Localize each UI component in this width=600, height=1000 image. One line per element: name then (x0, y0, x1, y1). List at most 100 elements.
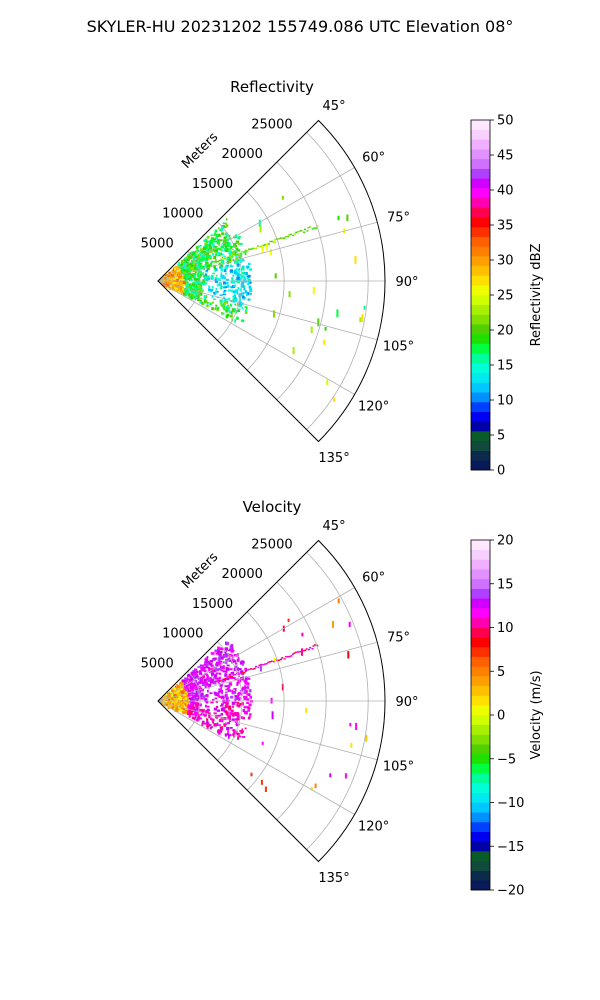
echo-gate (247, 716, 251, 720)
echo-gate (231, 650, 234, 653)
echo-gate (180, 263, 183, 266)
echo-gate (198, 704, 201, 707)
echo-gate (241, 688, 244, 691)
echo-gate (211, 307, 214, 310)
echo-gate (249, 695, 252, 699)
echo-gate (220, 249, 223, 252)
echo-gate (218, 259, 221, 262)
echo-gate (196, 711, 200, 715)
echo-gate (235, 732, 238, 735)
echo-gate (246, 682, 250, 686)
echo-gate (183, 269, 186, 273)
echo-gate (223, 302, 226, 306)
echo-gate (235, 259, 239, 263)
echo-gate (209, 677, 212, 679)
colorbar-swatch (471, 431, 490, 442)
echo-gate (261, 741, 264, 745)
echo-gate (234, 697, 237, 700)
echo-gate (204, 259, 208, 262)
echo-gate (205, 261, 209, 265)
echo-gate (164, 696, 168, 700)
echo-gate (218, 688, 222, 691)
echo-gate (196, 249, 199, 253)
echo-gate (211, 678, 214, 682)
echo-gate (249, 292, 252, 295)
echo-gate (270, 660, 273, 662)
echo-gate (215, 304, 218, 307)
echo-gate (221, 692, 223, 695)
azimuth-tick-label: 45° (323, 99, 346, 114)
echo-gate (220, 264, 223, 267)
echo-gate (191, 688, 194, 691)
range-tick-label: 20000 (222, 567, 263, 582)
echo-gate (226, 733, 230, 736)
echo-gate (185, 256, 189, 259)
echo-gate (185, 291, 188, 294)
echo-gate (233, 293, 236, 297)
colorbar-tick-label: 10 (497, 621, 514, 636)
echo-gate (217, 661, 221, 665)
echo-gate (223, 240, 225, 243)
echo-gate (241, 728, 244, 732)
echo-gate (229, 653, 232, 656)
echo-gate (240, 319, 245, 322)
echo-gate (227, 721, 231, 725)
echo-gate (190, 710, 193, 713)
echo-gate (237, 672, 240, 674)
azimuth-tick-label: 120° (358, 400, 389, 415)
echo-gate (219, 654, 222, 657)
echo-gate (309, 646, 312, 649)
colorbar-tick-label: −20 (497, 884, 524, 899)
echo-gate (244, 670, 247, 672)
echo-gate (201, 720, 205, 724)
echo-gate (238, 294, 242, 297)
echo-gate (218, 680, 221, 682)
echo-gate (224, 704, 228, 709)
echo-gate (234, 673, 237, 676)
echo-gate (195, 246, 199, 250)
echo-gate (225, 710, 228, 714)
echo-gate (189, 689, 193, 692)
echo-gate (193, 273, 197, 276)
echo-gate (205, 710, 209, 714)
echo-gate (244, 250, 248, 253)
echo-gate (244, 711, 248, 715)
echo-gate (355, 722, 358, 730)
echo-gate (189, 707, 194, 710)
echo-gate (192, 686, 196, 690)
echo-gate (210, 260, 214, 263)
echo-gate (196, 714, 200, 719)
echo-gate (248, 668, 251, 671)
echo-gate (316, 644, 319, 647)
colorbar-swatch (471, 226, 490, 237)
echo-gate (214, 651, 217, 653)
echo-gate (214, 246, 218, 248)
echo-gate (361, 314, 364, 322)
echo-gate (243, 691, 247, 694)
echo-gate (177, 263, 180, 267)
echo-gate (242, 676, 244, 679)
echo-gate (180, 282, 184, 285)
echo-gate (198, 267, 202, 270)
range-tick-label: 10000 (162, 207, 203, 222)
colorbar-swatch (471, 734, 490, 745)
echo-gate (225, 677, 228, 680)
echo-gate (187, 681, 191, 684)
echo-gate (228, 648, 232, 651)
echo-gate (235, 257, 239, 261)
echo-gate (234, 688, 237, 692)
echo-gate (221, 704, 224, 707)
echo-gate (220, 656, 224, 660)
colorbar-swatch (471, 627, 490, 638)
echo-gate (192, 671, 195, 674)
echo-gate (194, 287, 198, 290)
echo-gate (205, 269, 209, 272)
range-tick-label: 10000 (162, 627, 203, 642)
echo-gate (288, 655, 291, 658)
echo-gate (246, 265, 250, 269)
echo-gate (171, 694, 174, 698)
echo-gate (199, 250, 202, 252)
echo-gate (219, 651, 223, 654)
echo-gate (177, 697, 181, 700)
echo-gate (195, 674, 199, 678)
